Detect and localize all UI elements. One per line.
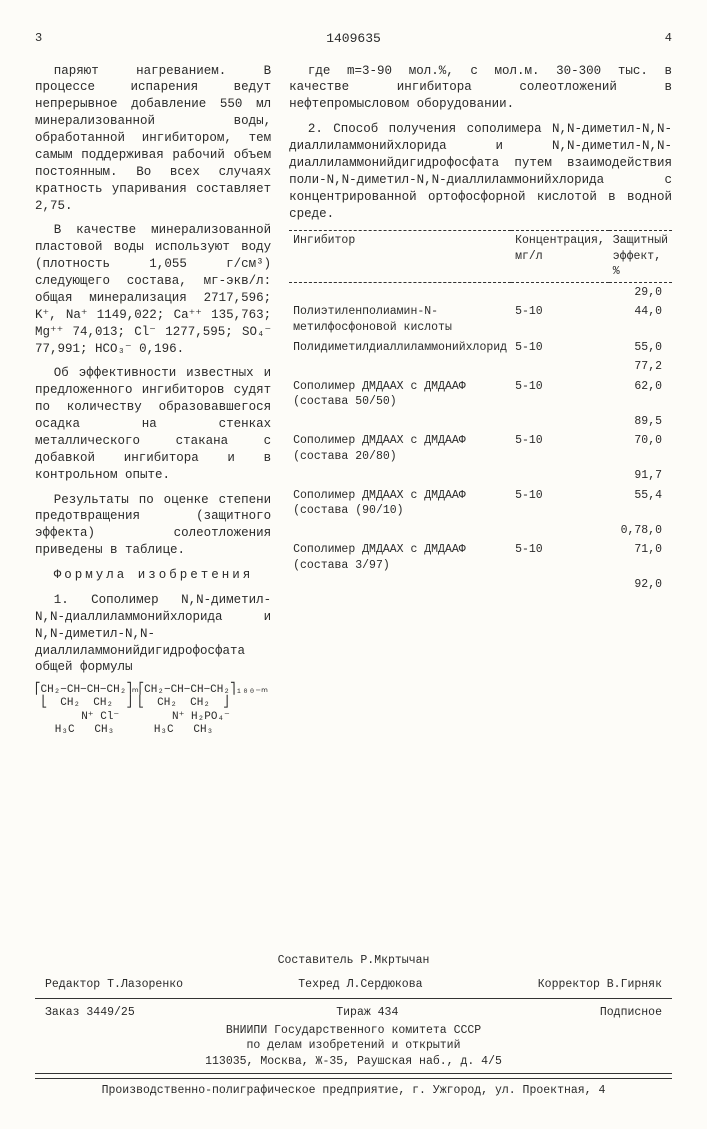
corrector: Корректор В.Гирняк [538, 977, 662, 993]
table-row: 77,2 [289, 357, 672, 377]
doc-number: 1409635 [42, 30, 665, 48]
th-inhibitor: Ингибитор [289, 231, 511, 283]
editor: Редактор Т.Лазоренко [45, 977, 183, 993]
order: Заказ 3449/25 [45, 1005, 135, 1021]
para: Результаты по оценке степени предотвраще… [35, 492, 271, 560]
addr: 113035, Москва, Ж-35, Раушская наб., д. … [35, 1054, 672, 1070]
inhibitor-table: Ингибитор Концентрация, мг/л Защитный эф… [289, 230, 672, 594]
para: Об эффективности известных и предложенно… [35, 365, 271, 483]
table-row: 0,78,0 [289, 521, 672, 541]
credits-row: Редактор Т.Лазоренко Техред Л.Сердюкова … [35, 975, 672, 995]
tirazh: Тираж 434 [336, 1005, 398, 1021]
table-row: 92,0 [289, 575, 672, 595]
th-conc: Концентрация, мг/л [511, 231, 609, 283]
chemical-structure: ⎡CH₂−CH−CH−CH₂⎤ₘ⎡CH₂−CH−CH−CH₂⎤₁₀₀₋ₘ ⎣ C… [35, 684, 271, 737]
org1: ВНИИПИ Государственного комитета СССР [35, 1023, 672, 1039]
right-column: где m=3-90 мол.%, с мол.м. 30-300 тыс. в… [289, 63, 672, 744]
table-body: 29,0 Полиэтиленполиамин-N-метилфосфоново… [289, 282, 672, 594]
printer: Производственно-полиграфическое предприя… [35, 1083, 672, 1099]
table-row: Сополимер ДМДААХ с ДМДААФ (состава 20/80… [289, 431, 672, 466]
table-row: Полидиметилдиаллиламмонийхлорид5-1055,0 [289, 338, 672, 358]
right-page-num: 4 [665, 30, 672, 48]
table-row: Сополимер ДМДААХ с ДМДААФ (состава 50/50… [289, 377, 672, 412]
left-column: паряют нагреванием. В процессе испарения… [35, 63, 271, 744]
order-row: Заказ 3449/25 Тираж 434 Подписное [35, 1003, 672, 1023]
table-row: 91,7 [289, 466, 672, 486]
page-header: 3 1409635 4 [35, 30, 672, 48]
podpis: Подписное [600, 1005, 662, 1021]
table-row: Полиэтиленполиамин-N-метилфосфоновой кис… [289, 302, 672, 337]
footer: Составитель Р.Мкртычан Редактор Т.Лазоре… [35, 953, 672, 1099]
table-row: 89,5 [289, 412, 672, 432]
claim-1: 1. Сополимер N,N-диметил-N,N-диаллиламмо… [35, 592, 271, 676]
compiler: Составитель Р.Мкртычан [35, 953, 672, 969]
table-row: Сополимер ДМДААХ с ДМДААФ (состава (90/1… [289, 486, 672, 521]
table-row: Сополимер ДМДААХ с ДМДААФ (состава 3/97)… [289, 540, 672, 575]
left-page-num: 3 [35, 30, 42, 48]
table-row: 29,0 [289, 282, 672, 302]
body-columns: паряют нагреванием. В процессе испарения… [35, 63, 672, 744]
techred: Техред Л.Сердюкова [298, 977, 422, 993]
para: В качестве минерализованной пластовой во… [35, 222, 271, 357]
para: 2. Способ получения сополимера N,N-димет… [289, 121, 672, 222]
para: паряют нагреванием. В процессе испарения… [35, 63, 271, 215]
org2: по делам изобретений и открытий [35, 1038, 672, 1054]
para: где m=3-90 мол.%, с мол.м. 30-300 тыс. в… [289, 63, 672, 114]
th-effect: Защитный эффект, % [609, 231, 672, 283]
formula-heading: Формула изобретения [35, 567, 271, 584]
